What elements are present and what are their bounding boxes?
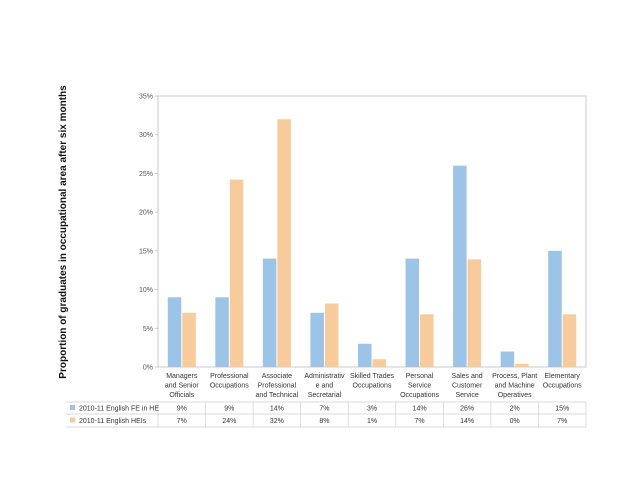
y-tick-label: 5% [143, 326, 153, 333]
category-label: Service [455, 392, 478, 399]
bar-heis [372, 359, 386, 367]
legend-swatch [70, 405, 75, 410]
bars [167, 119, 577, 367]
category-label: and Technical [256, 392, 299, 399]
data-label: 14% [270, 406, 284, 413]
legend-label: 2010-11 English HEIs [79, 418, 147, 425]
data-label: 7% [414, 418, 424, 425]
data-label: 26% [460, 406, 474, 413]
y-tick-label: 0% [143, 365, 153, 372]
category-label: and Senior [165, 383, 200, 390]
data-label: 7% [319, 406, 329, 413]
data-label: 15% [555, 406, 569, 413]
category-label: Elementary [545, 373, 581, 380]
category-label: Managers [166, 373, 198, 380]
legend-label: 2010-11 English FE in HE [79, 406, 159, 413]
bar-fe-in-he [167, 297, 182, 367]
data-label: 9% [224, 406, 234, 413]
category-label: Sales and [452, 373, 483, 380]
category-label: Occupations [353, 383, 392, 390]
category-label: Service [408, 383, 431, 390]
bar-heis [515, 363, 529, 367]
data-label: 9% [177, 406, 187, 413]
data-label: 2% [510, 406, 520, 413]
bar-fe-in-he [310, 312, 324, 367]
data-label: 0% [510, 418, 520, 425]
y-tick-label: 30% [139, 132, 153, 139]
y-ticks: 0% 5% 10% 15% 20% 25% 30% 35% [139, 94, 158, 372]
category-label: and Machine [495, 383, 535, 390]
data-label: 1% [367, 418, 377, 425]
category-label: Secretarial [308, 392, 342, 399]
bar-heis [182, 312, 196, 367]
category-label: Personal [406, 373, 434, 380]
data-label: 8% [319, 418, 329, 425]
y-axis-title-group: Proportion of graduates in occupational … [58, 85, 69, 379]
category-label: e and [316, 383, 334, 390]
y-tick-label: 35% [139, 94, 153, 101]
bar-fe-in-he [358, 343, 372, 367]
category-label: Professional [258, 383, 297, 390]
category-label: Customer [452, 383, 483, 390]
data-label: 3% [367, 406, 377, 413]
category-label: Occupations [210, 383, 249, 390]
y-tick-label: 25% [139, 171, 153, 178]
category-label: Skilled Trades [350, 373, 394, 380]
bar-heis [562, 314, 577, 367]
bar-heis [277, 119, 291, 367]
data-label: 14% [413, 406, 427, 413]
data-label: 24% [222, 418, 236, 425]
y-tick-label: 20% [139, 210, 153, 217]
legend-swatch [70, 417, 75, 423]
data-label: 14% [460, 418, 474, 425]
data-label: 7% [557, 418, 567, 425]
data-label: 7% [177, 418, 187, 425]
category-label: Associate [262, 373, 292, 380]
bar-heis [420, 314, 434, 367]
bar-fe-in-he [548, 250, 562, 367]
y-tick-label: 10% [139, 287, 153, 294]
bar-fe-in-he [453, 165, 467, 367]
plot-frame [157, 95, 587, 368]
bar-fe-in-he [500, 351, 515, 367]
category-label: Occupations [400, 392, 439, 399]
bar-fe-in-he [262, 258, 277, 367]
bar-fe-in-he [405, 258, 420, 367]
bar-heis [229, 179, 244, 367]
data-label: 32% [270, 418, 284, 425]
category-label: Operatives [498, 392, 532, 399]
category-label: Professional [210, 373, 249, 380]
category-label: Administrativ [304, 373, 345, 380]
y-tick-label: 15% [139, 248, 153, 255]
category-label: Officials [169, 392, 194, 399]
bar-heis [467, 259, 482, 367]
bar-fe-in-he [215, 297, 229, 367]
category-label: Process, Plant [492, 373, 537, 380]
data-table: 2010-11 English FE in HE 9% 9% 14% 7% 3% 14% 26… [66, 401, 587, 428]
bar-heis [324, 303, 339, 367]
y-axis-title: Proportion of graduates in occupational … [58, 85, 69, 379]
category-label: Occupations [543, 383, 582, 390]
category-labels: Managers and Senior Officials Professional O… [165, 373, 582, 399]
